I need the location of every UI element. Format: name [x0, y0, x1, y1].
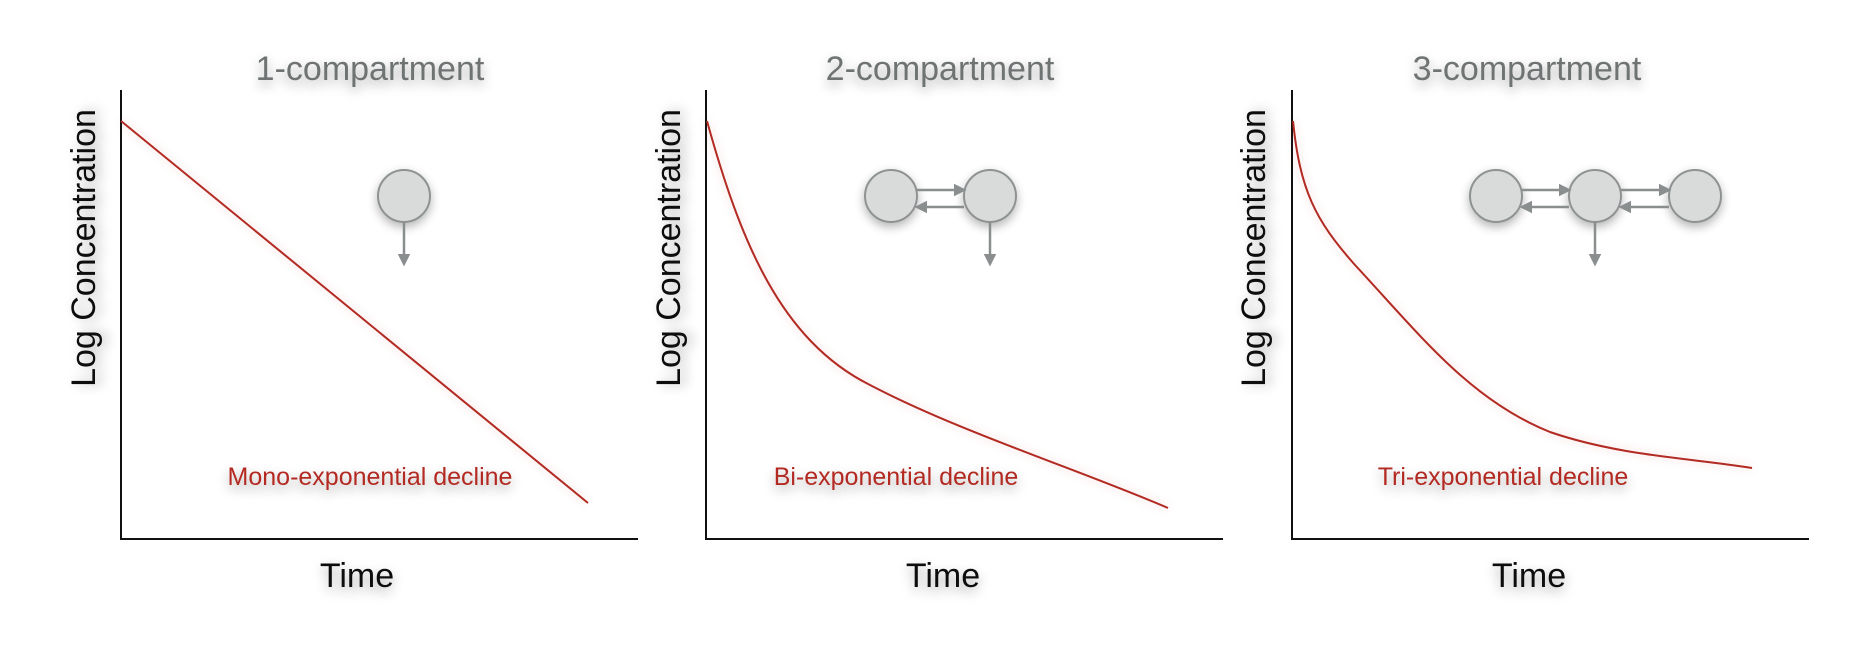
compartment-node-central	[377, 169, 431, 223]
compartment-node-central	[1568, 169, 1622, 223]
curve-label: Mono-exponential decline	[228, 463, 513, 491]
x-axis-label: Time	[320, 557, 394, 595]
panel-3-compartment: 3-compartment Log Concentration Time Tri…	[1235, 50, 1809, 595]
panel-title: 1-compartment	[256, 50, 485, 88]
mono-exponential-curve	[120, 120, 589, 504]
y-axis-label: Log Concentration	[650, 109, 688, 387]
axes	[120, 90, 638, 540]
panel-title: 3-compartment	[1413, 50, 1642, 88]
x-axis-label: Time	[906, 557, 980, 595]
compartment-diagram	[377, 169, 431, 267]
axes	[1291, 90, 1809, 540]
x-axis-label: Time	[1492, 557, 1566, 595]
compartment-node-central	[963, 169, 1017, 223]
curve-label: Tri-exponential decline	[1378, 463, 1629, 491]
compartment-diagram	[864, 169, 1017, 267]
tri-exponential-curve	[1292, 120, 1753, 469]
compartment-node-peripheral-2	[1668, 169, 1722, 223]
panel-title: 2-compartment	[826, 50, 1055, 88]
panel-1-compartment: 1-compartment Log Concentration Time Mon…	[65, 50, 638, 595]
bi-exponential-curve	[706, 120, 1169, 509]
compartment-node-peripheral	[864, 169, 918, 223]
y-axis-label: Log Concentration	[1235, 109, 1273, 387]
panel-2-compartment: 2-compartment Log Concentration Time Bi-…	[650, 50, 1223, 595]
axes	[705, 90, 1223, 540]
compartment-diagram	[1469, 169, 1722, 267]
y-axis-label: Log Concentration	[65, 109, 103, 387]
compartment-node-peripheral-1	[1469, 169, 1523, 223]
curve-label: Bi-exponential decline	[774, 463, 1019, 491]
